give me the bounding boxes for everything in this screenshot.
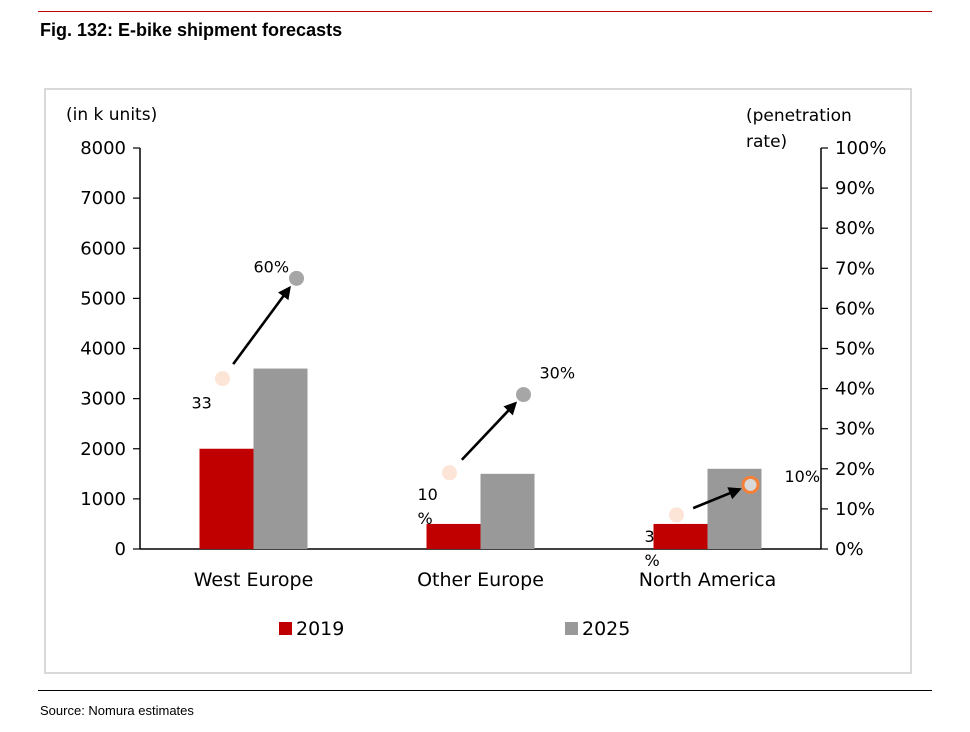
penetration-end-label: 30% [540, 364, 576, 383]
title-rule [38, 11, 932, 12]
bar-2019-west-europe [199, 448, 254, 549]
right-axis-tick-label: 60% [835, 298, 875, 319]
penetration-arrow [460, 401, 518, 461]
penetration-start-label-line2: % [418, 509, 433, 528]
left-axis-tick-label: 7000 [80, 188, 126, 209]
bar-2025-west-europe [253, 368, 308, 549]
legend-swatch-2019 [279, 622, 292, 635]
penetration-start-label-line2: % [645, 551, 660, 570]
right-axis-tick-label: 0% [835, 539, 864, 560]
left-axis-tick-label: 1000 [80, 489, 126, 510]
category-label: West Europe [194, 569, 314, 591]
category-label: North America [639, 569, 777, 591]
right-axis-tick-label: 20% [835, 459, 875, 480]
left-axis-tick-label: 0 [115, 539, 126, 560]
penetration-start-label-line1: 10 [418, 485, 438, 504]
source-rule [38, 690, 932, 691]
right-axis-tick-label: 100% [835, 138, 886, 159]
chart: (in k units) (penetration rate) 0 1000 200… [66, 105, 886, 640]
penetration-start-label-line1: 3 [645, 527, 655, 546]
penetration-arrow [692, 487, 742, 510]
right-axis-tick-label: 40% [835, 379, 875, 400]
legend-label-2019: 2019 [296, 618, 344, 640]
left-axis-tick-label: 6000 [80, 238, 126, 259]
left-axis-tick-label: 8000 [80, 138, 126, 159]
right-axis-label-line1: (penetration [746, 106, 852, 126]
bar-2025-other-europe [480, 473, 535, 549]
bar-2019-north-america [653, 523, 708, 549]
penetration-point-2025 [289, 270, 304, 286]
legend-swatch-2025 [565, 622, 578, 635]
left-axis-tick-label: 5000 [80, 288, 126, 309]
left-axis-label: (in k units) [66, 105, 157, 125]
right-axis-tick-label: 70% [835, 258, 875, 279]
left-axis-tick-label: 4000 [80, 339, 126, 360]
right-axis-tick-label: 30% [835, 419, 875, 440]
category-label: Other Europe [417, 569, 544, 591]
penetration-point-2025 [516, 387, 531, 403]
penetration-point-2019 [442, 465, 457, 481]
chart-frame: (in k units) (penetration rate) 0 1000 200… [44, 88, 912, 674]
left-axis-tick-label: 3000 [80, 389, 126, 410]
penetration-arrow [232, 285, 291, 365]
right-axis-tick-label: 80% [835, 218, 875, 239]
legend-label-2025: 2025 [582, 618, 630, 640]
penetration-point-2025 [741, 475, 760, 494]
figure-title: Fig. 132: E-bike shipment forecasts [40, 20, 343, 40]
penetration-point-2019 [669, 507, 684, 523]
right-axis-tick-label: 10% [835, 499, 875, 520]
right-axis-label-line2: rate) [746, 132, 787, 152]
right-axis-tick-label: 90% [835, 178, 875, 199]
penetration-end-label: 10% [785, 467, 821, 486]
penetration-end-label: 60% [254, 257, 290, 276]
right-axis-tick-label: 50% [835, 339, 875, 360]
penetration-start-label: 33 [192, 394, 212, 413]
penetration-point-2019 [215, 371, 230, 387]
source-note: Source: Nomura estimates [40, 703, 194, 718]
left-axis-tick-label: 2000 [80, 439, 126, 460]
bar-2019-other-europe [426, 523, 481, 549]
